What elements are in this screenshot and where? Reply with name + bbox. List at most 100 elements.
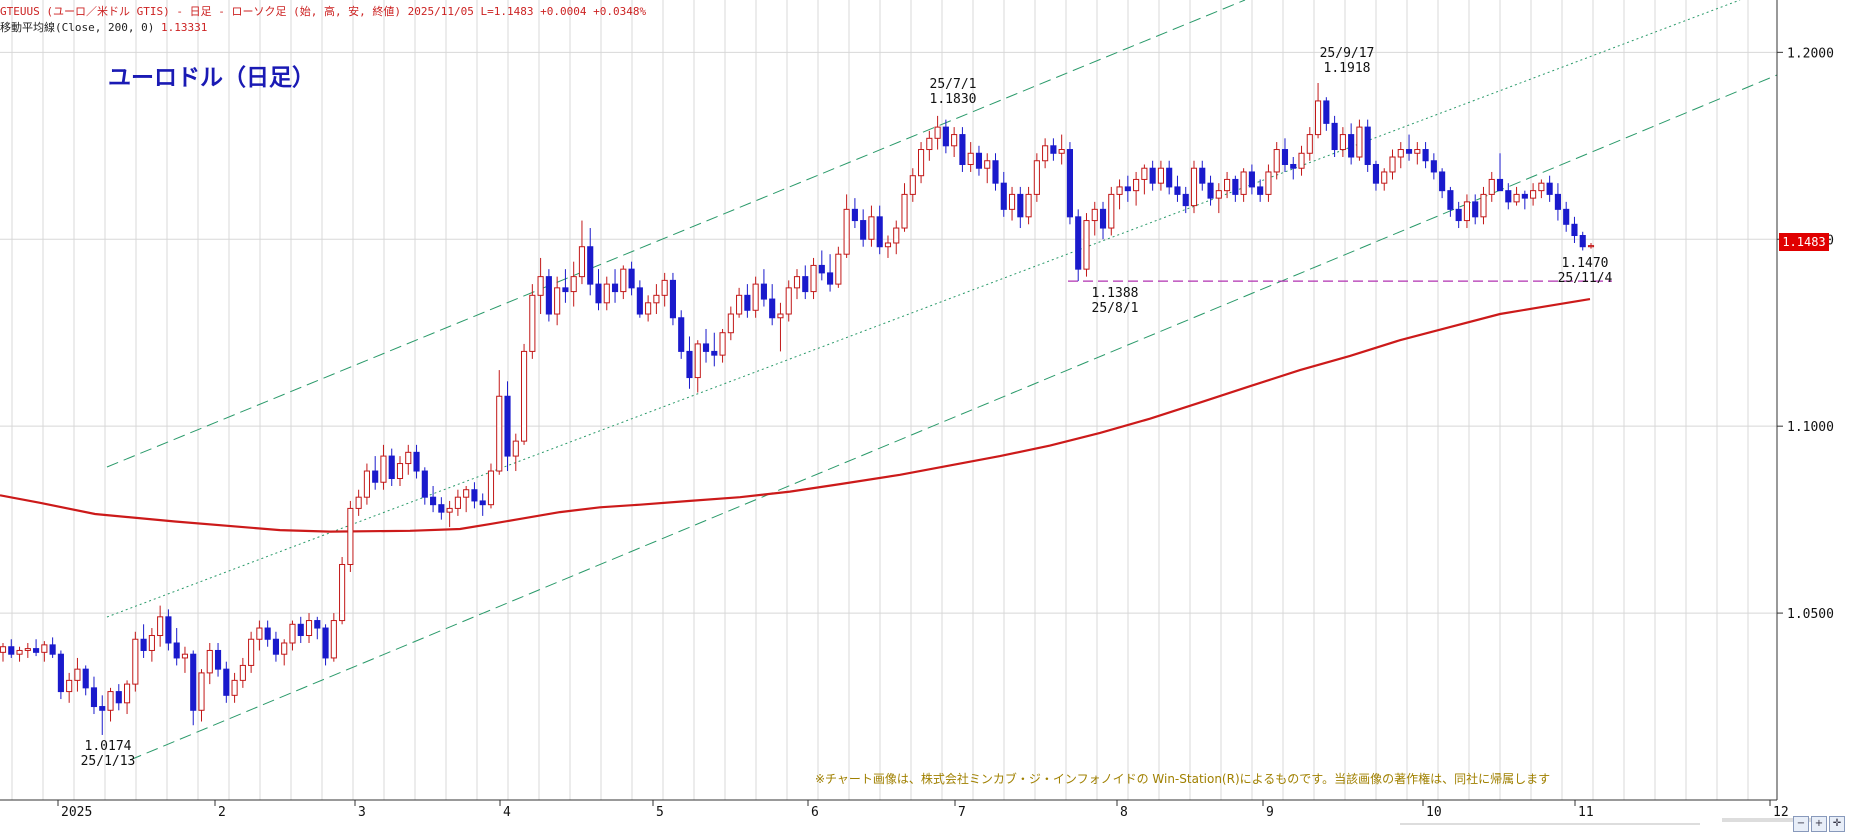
candle	[760, 269, 767, 307]
candle-body-up	[41, 644, 48, 653]
candle-body-up	[653, 294, 660, 304]
candle-body-up	[926, 137, 933, 151]
candle-body-down	[876, 216, 883, 248]
candle	[744, 284, 751, 318]
candle-body-down	[1472, 201, 1479, 218]
candle-body-down	[595, 283, 602, 304]
candle	[339, 557, 346, 625]
horizontal-scrollbar[interactable]	[1722, 818, 1822, 822]
candle-body-down	[388, 455, 395, 480]
candle-body-up	[231, 679, 238, 696]
candle	[256, 620, 263, 651]
candle	[669, 272, 677, 326]
candle-body-down	[711, 350, 718, 356]
chart-title: ユーロドル（日足）	[108, 65, 315, 91]
candle	[893, 220, 900, 255]
candle	[1025, 186, 1032, 225]
candle-body-down	[1099, 208, 1107, 229]
candle	[645, 295, 652, 322]
candle-body-up	[0, 646, 7, 653]
candle-body-down	[802, 276, 809, 293]
zoom-out-icon[interactable]: −	[1793, 816, 1809, 832]
candle	[1182, 186, 1189, 214]
x-axis: 2025 2 3 4 5 6 7 8 9 10 11 12	[57, 800, 1789, 820]
candle	[1215, 183, 1222, 214]
candle	[951, 127, 958, 158]
candle	[1538, 179, 1545, 199]
candle	[876, 205, 883, 255]
x-tick-label: 2	[218, 805, 226, 820]
candle-body-up	[347, 507, 354, 565]
annotation-high-sep-date: 25/9/17	[1319, 46, 1375, 61]
candle	[1033, 153, 1040, 202]
candle	[190, 650, 197, 726]
candle	[702, 328, 710, 363]
candle-body-up	[107, 691, 114, 711]
candle	[1455, 201, 1462, 229]
candle	[99, 695, 106, 735]
candle-body-up	[355, 496, 362, 509]
candle	[1331, 115, 1338, 158]
candle-body-up	[810, 264, 817, 293]
candle	[1480, 186, 1487, 225]
candle-body-down	[1422, 149, 1429, 162]
chart-toolbar: − + ✛	[1793, 816, 1845, 832]
candle-body-up	[496, 395, 503, 472]
candle	[992, 153, 999, 191]
candle	[1207, 175, 1214, 206]
candle	[380, 444, 387, 490]
candle-body-up	[1116, 186, 1123, 195]
candle	[115, 684, 122, 711]
candle-body-up	[363, 470, 370, 498]
candle	[860, 209, 867, 247]
candle-body-down	[1364, 126, 1371, 165]
annotation-low-jan-price: 1.0174	[84, 739, 132, 754]
candle-body-down	[272, 638, 280, 655]
candle	[347, 500, 354, 572]
x-tick-label: 2025	[61, 805, 92, 820]
candle-body-down	[1323, 100, 1330, 124]
candle-body-down	[115, 691, 122, 704]
candle-body-down	[851, 208, 858, 222]
channel-lower-line	[129, 74, 1778, 761]
annotation-high-jul-date: 25/7/1	[929, 77, 977, 92]
candle	[413, 444, 420, 479]
candle	[1348, 123, 1355, 165]
candle-body-down	[686, 350, 693, 379]
candle-body-down	[173, 642, 180, 659]
candle	[1174, 175, 1181, 202]
candle-body-up	[1538, 182, 1545, 192]
candle	[1050, 138, 1057, 161]
candle	[926, 130, 933, 161]
candle-body-down	[82, 668, 89, 689]
candle	[1505, 183, 1512, 210]
candle-body-up	[917, 149, 925, 177]
candle	[41, 641, 48, 662]
candle	[1108, 186, 1115, 236]
candle	[1356, 119, 1363, 161]
candle-body-up	[1091, 208, 1098, 222]
candle	[1488, 171, 1495, 202]
candle	[1496, 153, 1504, 192]
candle-body-down	[1331, 122, 1338, 151]
candle	[322, 624, 329, 666]
candle	[1149, 160, 1156, 191]
candle-body-up	[1488, 178, 1495, 195]
copyright-note: ※チャート画像は、株式会社ミンカブ・ジ・インフォノイドの Win-Station…	[815, 772, 1551, 786]
candle-body-down	[372, 470, 379, 483]
candle-body-up	[157, 616, 164, 637]
candle	[1530, 183, 1537, 206]
candle-body-up	[520, 350, 528, 442]
candle	[1099, 201, 1107, 240]
crosshair-icon[interactable]: ✛	[1829, 816, 1845, 832]
candle	[1199, 160, 1206, 191]
candle	[1323, 97, 1330, 131]
candle-body-up	[454, 496, 461, 509]
annotation-low-aug-price: 1.1388	[1091, 286, 1139, 301]
candle-body-down	[1207, 182, 1214, 199]
candle-body-up	[901, 193, 908, 229]
zoom-in-icon[interactable]: +	[1811, 816, 1827, 832]
candle	[818, 250, 825, 281]
candle-body-up	[1133, 178, 1140, 192]
